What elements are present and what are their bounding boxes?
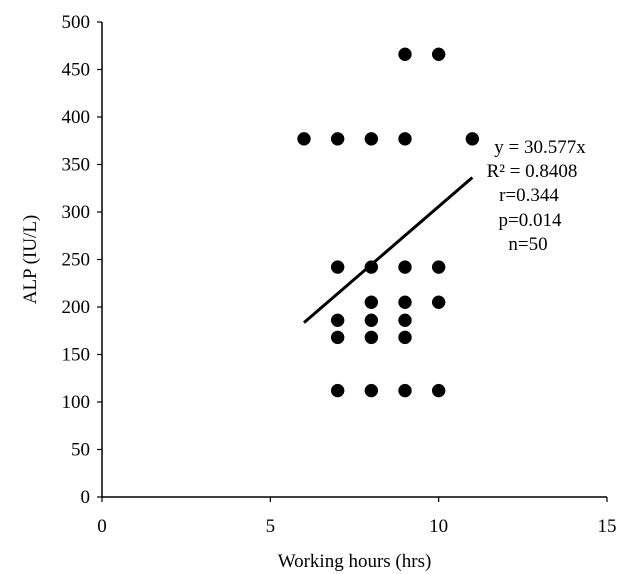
data-point (398, 383, 412, 398)
data-point (330, 383, 345, 398)
data-point (364, 383, 379, 398)
y-tick-label: 100 (62, 392, 91, 413)
x-tick-label: 0 (97, 516, 107, 537)
points-layer (297, 47, 480, 398)
trendline (303, 176, 474, 324)
y-tick-label: 50 (71, 440, 90, 461)
data-point (431, 260, 446, 274)
data-point (398, 330, 412, 345)
data-point (398, 47, 412, 62)
x-tick-label: 10 (429, 516, 448, 537)
data-point (398, 295, 412, 309)
x-tick-label: 5 (266, 516, 276, 537)
data-point (398, 260, 412, 274)
data-point (431, 383, 446, 398)
regression-annotation-line: R² = 0.8408 (487, 161, 578, 182)
x-axis-title: Working hours (hrs) (278, 551, 432, 572)
trendline-layer (303, 176, 474, 324)
data-point (364, 295, 379, 309)
data-point (398, 132, 412, 146)
y-tick-label: 250 (62, 250, 91, 271)
data-point (364, 132, 379, 146)
y-tick-label: 350 (62, 155, 91, 176)
y-tick-label: 0 (81, 487, 91, 508)
data-point (431, 47, 446, 62)
text-layer: 0 50 100 150 200 250 300 350 400 450 500 0 5 10 15 Work… (20, 12, 617, 572)
regression-annotation-line: n=50 (508, 234, 547, 255)
data-point (398, 313, 412, 328)
data-point (465, 132, 480, 146)
regression-annotation-line: r=0.344 (499, 185, 559, 206)
y-tick-label: 400 (62, 107, 91, 128)
x-tick-label: 15 (598, 516, 617, 537)
y-tick-label: 300 (62, 202, 91, 223)
axis-layer (97, 21, 608, 502)
data-point (364, 260, 379, 274)
data-point (364, 313, 379, 328)
y-tick-label: 500 (62, 12, 91, 33)
data-point (330, 260, 345, 274)
y-axis-title: ALP (IU/L) (20, 215, 41, 305)
data-point (364, 330, 379, 345)
data-point (330, 132, 345, 146)
regression-annotation-line: y = 30.577x (494, 137, 586, 158)
y-tick-label: 150 (62, 345, 91, 366)
y-tick-label: 200 (62, 297, 91, 318)
data-point (330, 330, 345, 345)
data-point (297, 132, 311, 146)
data-point (431, 295, 446, 309)
y-tick-label: 450 (62, 60, 91, 81)
regression-annotation-line: p=0.014 (499, 210, 562, 231)
data-point (330, 313, 345, 328)
